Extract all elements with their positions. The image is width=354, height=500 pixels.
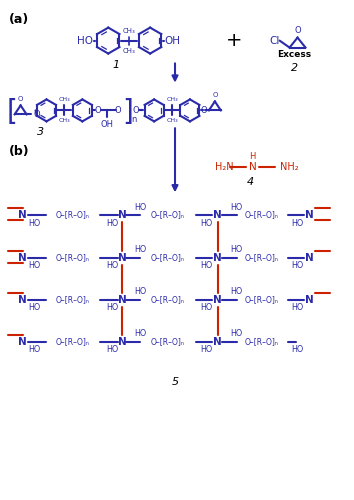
Text: (a): (a)	[8, 12, 29, 26]
Text: O: O	[94, 106, 101, 115]
Text: HO: HO	[134, 246, 146, 254]
Text: N: N	[18, 336, 27, 346]
Text: 2: 2	[291, 62, 298, 72]
Text: CH₃: CH₃	[166, 98, 178, 102]
Text: HO: HO	[200, 262, 212, 270]
Text: OH: OH	[164, 36, 180, 46]
Text: N: N	[305, 210, 314, 220]
Text: HO: HO	[291, 345, 304, 354]
Text: N: N	[118, 253, 127, 263]
Text: OH: OH	[101, 120, 114, 130]
Text: HO: HO	[231, 202, 243, 211]
Text: O: O	[294, 26, 301, 35]
Text: N: N	[18, 295, 27, 305]
Text: HO: HO	[231, 330, 243, 338]
Text: [: [	[7, 98, 18, 126]
Text: N: N	[213, 336, 222, 346]
Text: 4: 4	[247, 177, 254, 187]
Text: O–[R–O]ₙ: O–[R–O]ₙ	[245, 296, 279, 304]
Text: CH₃: CH₃	[123, 48, 136, 54]
Text: CH₃: CH₃	[59, 98, 70, 102]
Text: HO: HO	[291, 218, 304, 228]
Text: N: N	[305, 253, 314, 263]
Text: HO: HO	[28, 218, 41, 228]
Text: HO: HO	[200, 218, 212, 228]
Text: N: N	[118, 295, 127, 305]
Text: CH₃: CH₃	[123, 28, 136, 34]
Text: O–[R–O]ₙ: O–[R–O]ₙ	[245, 337, 279, 346]
Text: N: N	[213, 295, 222, 305]
Text: (b): (b)	[8, 146, 29, 158]
Text: H₂N: H₂N	[215, 162, 234, 172]
Text: HO: HO	[106, 218, 118, 228]
Text: O–[R–O]ₙ: O–[R–O]ₙ	[56, 337, 89, 346]
Text: O: O	[34, 110, 40, 119]
Text: +: +	[225, 31, 242, 50]
Text: HO: HO	[291, 304, 304, 312]
Text: ]: ]	[122, 98, 133, 126]
Text: NH₂: NH₂	[280, 162, 298, 172]
Text: N: N	[118, 336, 127, 346]
Text: N: N	[213, 210, 222, 220]
Text: CH₃: CH₃	[166, 118, 178, 124]
Text: HO: HO	[291, 262, 304, 270]
Text: HO: HO	[106, 262, 118, 270]
Text: HO: HO	[134, 202, 146, 211]
Text: N: N	[18, 210, 27, 220]
Text: HO: HO	[200, 304, 212, 312]
Text: N: N	[249, 162, 257, 172]
Text: Cl: Cl	[269, 36, 280, 46]
Text: O–[R–O]ₙ: O–[R–O]ₙ	[151, 337, 185, 346]
Text: O: O	[133, 106, 139, 115]
Text: O–[R–O]ₙ: O–[R–O]ₙ	[245, 210, 279, 220]
Text: H: H	[250, 152, 256, 161]
Text: HO: HO	[28, 304, 41, 312]
Text: O–[R–O]ₙ: O–[R–O]ₙ	[151, 296, 185, 304]
Text: O–[R–O]ₙ: O–[R–O]ₙ	[151, 210, 185, 220]
Text: N: N	[18, 253, 27, 263]
Text: N: N	[118, 210, 127, 220]
Text: 5: 5	[171, 376, 178, 386]
Text: HO: HO	[77, 36, 93, 46]
Text: HO: HO	[134, 288, 146, 296]
Text: 1: 1	[113, 60, 120, 70]
Text: HO: HO	[200, 345, 212, 354]
Text: HO: HO	[106, 345, 118, 354]
Text: HO: HO	[106, 304, 118, 312]
Text: CH₃: CH₃	[59, 118, 70, 124]
Text: N: N	[213, 253, 222, 263]
Text: O–[R–O]ₙ: O–[R–O]ₙ	[56, 210, 89, 220]
Text: O–[R–O]ₙ: O–[R–O]ₙ	[245, 254, 279, 262]
Text: O: O	[212, 92, 218, 98]
Text: HO: HO	[28, 262, 41, 270]
Text: O–[R–O]ₙ: O–[R–O]ₙ	[151, 254, 185, 262]
Text: HO: HO	[28, 345, 41, 354]
Text: 3: 3	[37, 128, 44, 138]
Text: O–[R–O]ₙ: O–[R–O]ₙ	[56, 296, 89, 304]
Text: O–[R–O]ₙ: O–[R–O]ₙ	[56, 254, 89, 262]
Text: N: N	[305, 295, 314, 305]
Text: HO: HO	[231, 288, 243, 296]
Text: O: O	[18, 96, 23, 102]
Text: O: O	[201, 106, 207, 115]
Text: Excess: Excess	[278, 50, 312, 59]
Text: HO: HO	[231, 246, 243, 254]
Text: O: O	[115, 106, 121, 115]
Text: HO: HO	[134, 330, 146, 338]
Text: n: n	[131, 115, 137, 124]
